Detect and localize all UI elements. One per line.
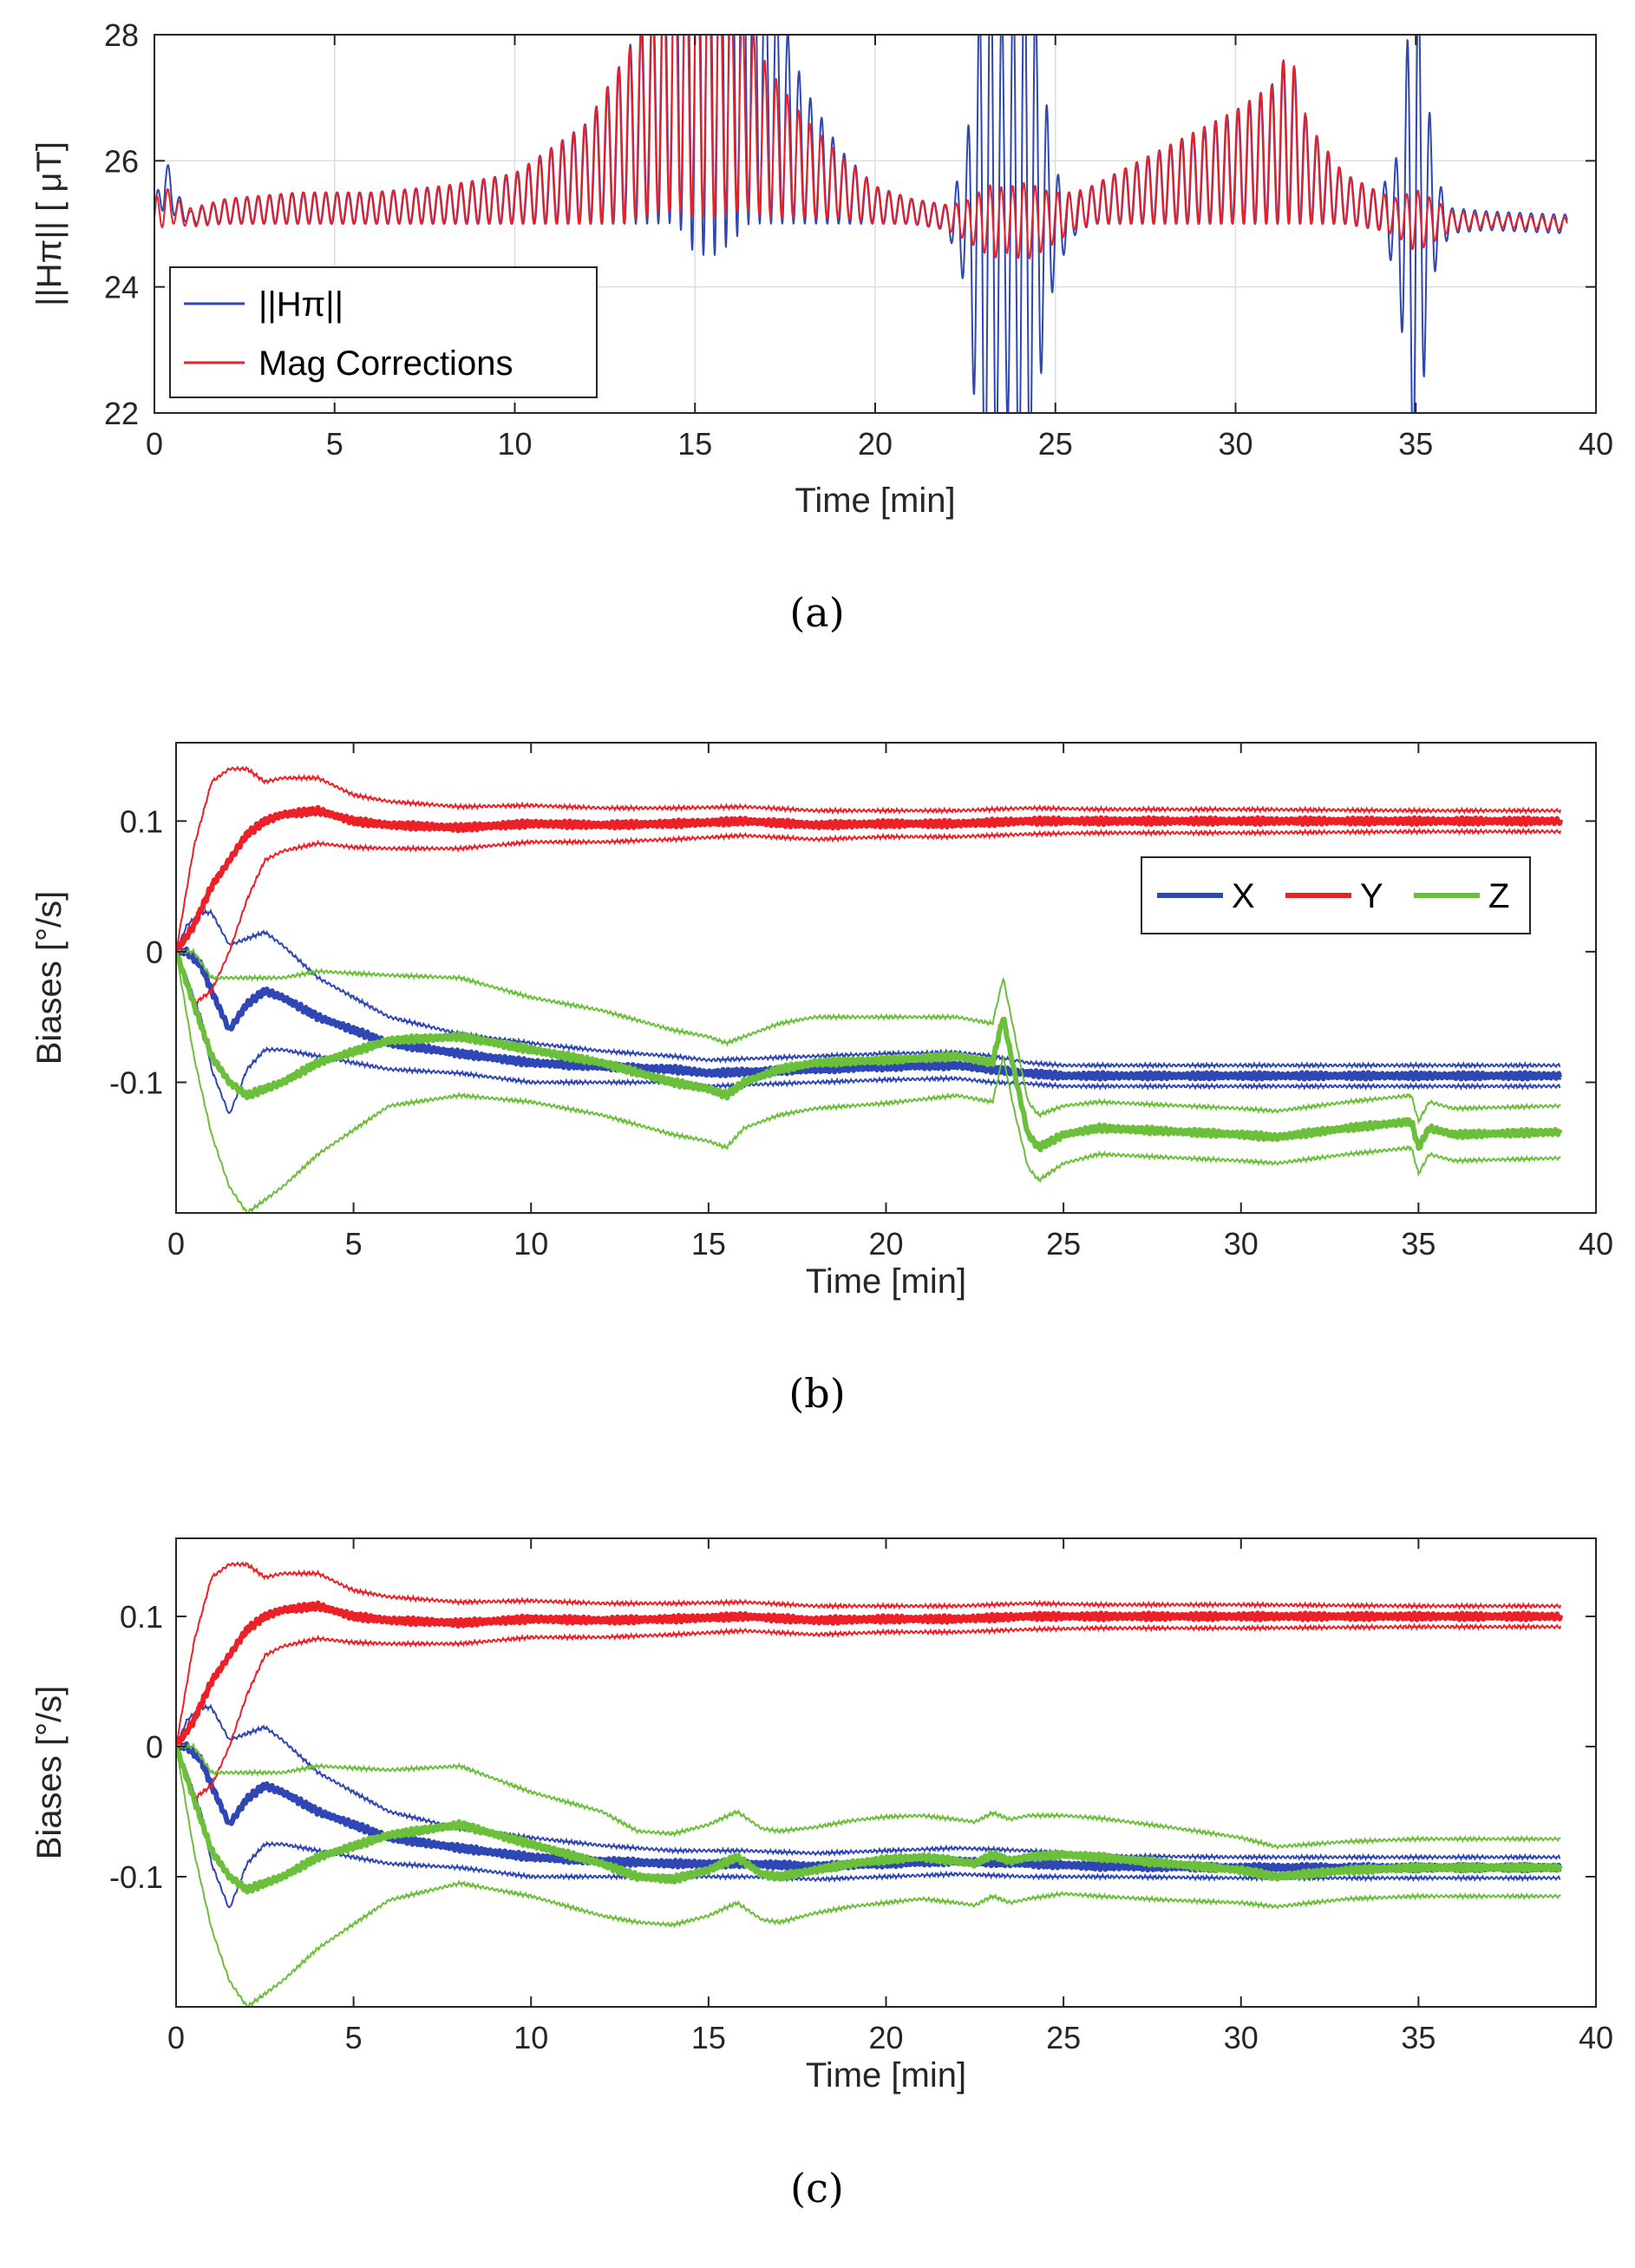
x-tick-label: 25 [1046,2020,1081,2055]
bound-lower-x [176,951,1561,1114]
y-tick-label: -0.1 [109,1065,163,1100]
x-tick-label: 40 [1579,1226,1613,1262]
bound-upper-y [176,765,1562,951]
x-axis-label: Time [min] [795,482,955,520]
x-tick-label: 15 [691,1226,726,1262]
x-tick-label: 40 [1579,426,1613,462]
bound-upper-y [176,1561,1562,1747]
x-tick-label: 10 [513,2020,548,2055]
bound-lower-x [176,1746,1561,1909]
y-tick-label: 28 [104,17,139,53]
series-group [154,35,1568,413]
x-tick-label: 25 [1038,426,1073,462]
series-line-y [176,1600,1564,1748]
x-tick-label: 35 [1401,2020,1436,2055]
series-group [176,1561,1564,2007]
y-tick-label: 0.1 [120,1599,163,1635]
bound-lower-z [176,952,1561,1213]
bound-upper-x [176,908,1561,1070]
x-tick-label: 5 [326,426,343,462]
bound-lower-z [176,1747,1561,2007]
y-tick-label: 0 [146,934,163,970]
series-group [176,765,1564,1213]
y-tick-label: 22 [104,396,139,431]
x-tick-label: 0 [167,2020,185,2055]
series-line-y [176,804,1564,954]
x-tick-label: 25 [1046,1226,1081,1262]
y-tick-label: 0 [146,1729,163,1765]
legend-entry: ||Hπ|| [258,285,343,324]
legend-entry: Y [1360,877,1383,915]
series-line-z [176,1747,1563,1895]
x-tick-label: 30 [1218,426,1252,462]
panel-caption: (a) [789,589,844,636]
x-tick-label: 0 [167,1226,185,1262]
y-tick-label: -0.1 [109,1859,163,1895]
x-tick-label: 20 [868,2020,903,2055]
legend: X Y Z [1141,856,1531,934]
x-tick-label: 40 [1579,2020,1613,2055]
y-axis-label: Biases [°/s] [30,891,69,1065]
bound-upper-x [176,1703,1561,1862]
y-axis-label: Biases [°/s] [30,1686,69,1860]
bound-upper-z [176,1742,1561,1850]
panel-caption: (b) [788,1370,845,1417]
series-line-x [176,946,1563,1082]
x-tick-label: 5 [345,1226,363,1262]
legend: ||Hπ|| Mag Corrections [169,266,598,398]
series-line-magcorrections [154,35,1568,259]
x-tick-label: 30 [1224,1226,1259,1262]
y-axis-label: ||Hπ|| [ μT] [30,141,69,306]
panel-caption: (c) [790,2165,844,2212]
series-line-z [176,952,1563,1153]
chart-panel-c: 0 5 10 15 20 25 30 35 40 -0.1 0 0.1 Time [min] Biases… [30,1537,1613,2212]
chart-panel-b: 0 5 10 15 20 25 30 35 40 -0.1 0 0.1 Time [min] Biases… [30,742,1613,1417]
legend-entry: Mag Corrections [258,344,513,383]
x-axis-label: Time [min] [806,1262,966,1301]
y-tick-label: 26 [104,143,139,179]
series-line-x [176,1741,1563,1874]
chart-panel-a: 0 5 10 15 20 25 30 35 40 22 24 26 28 Time [min] ||Hπ||… [30,17,1613,636]
x-tick-label: 20 [858,426,893,462]
bound-lower-y [176,1622,1562,1800]
x-tick-label: 30 [1224,2020,1259,2055]
x-axis-label: Time [min] [806,2056,966,2094]
legend-entry: Z [1488,877,1509,915]
x-tick-label: 15 [677,426,712,462]
x-tick-label: 35 [1401,1226,1436,1262]
x-tick-label: 15 [691,2020,726,2055]
legend-box [169,266,598,398]
x-tick-label: 20 [868,1226,903,1262]
x-tick-label: 0 [146,426,163,462]
bound-upper-z [176,947,1561,1125]
x-tick-label: 10 [513,1226,548,1262]
bound-lower-y [176,827,1562,1006]
y-tick-label: 24 [104,270,139,305]
y-tick-label: 0.1 [120,803,163,839]
x-tick-label: 5 [345,2020,363,2055]
x-tick-label: 10 [497,426,532,462]
x-tick-label: 35 [1398,426,1433,462]
legend-entry: X [1232,877,1255,915]
